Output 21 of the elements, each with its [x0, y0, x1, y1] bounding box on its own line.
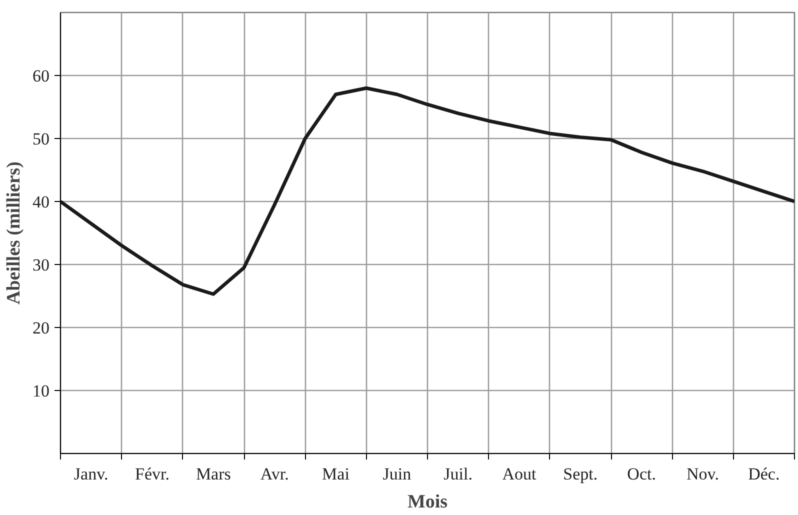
x-tick-label: Nov.: [686, 464, 719, 484]
x-tick-label: Janv.: [74, 464, 108, 484]
y-axis-title: Abeilles (milliers): [4, 161, 24, 304]
x-tick-label: Mai: [322, 464, 350, 484]
x-tick-label: Févr.: [135, 464, 170, 484]
x-axis-title: Mois: [407, 492, 448, 512]
x-tick-label: Juin: [382, 464, 412, 484]
x-tick-label: Aout: [502, 464, 537, 484]
line-series: [60, 86, 794, 296]
x-tick-label: Déc.: [748, 464, 780, 484]
y-tick-label: 10: [32, 382, 50, 400]
x-tick-label: Mars: [196, 464, 231, 484]
y-tick-label: 40: [32, 192, 50, 212]
x-tick-label: Sept.: [563, 464, 598, 484]
x-tick-label: Oct.: [627, 464, 656, 484]
x-tick-label: Avr.: [260, 464, 289, 484]
y-tick-label: 50: [32, 130, 50, 148]
y-tick-label: 60: [32, 66, 50, 86]
x-tick-label: Juil.: [444, 464, 472, 484]
y-tick-label: 30: [32, 256, 50, 274]
y-tick-label: 20: [32, 318, 50, 338]
